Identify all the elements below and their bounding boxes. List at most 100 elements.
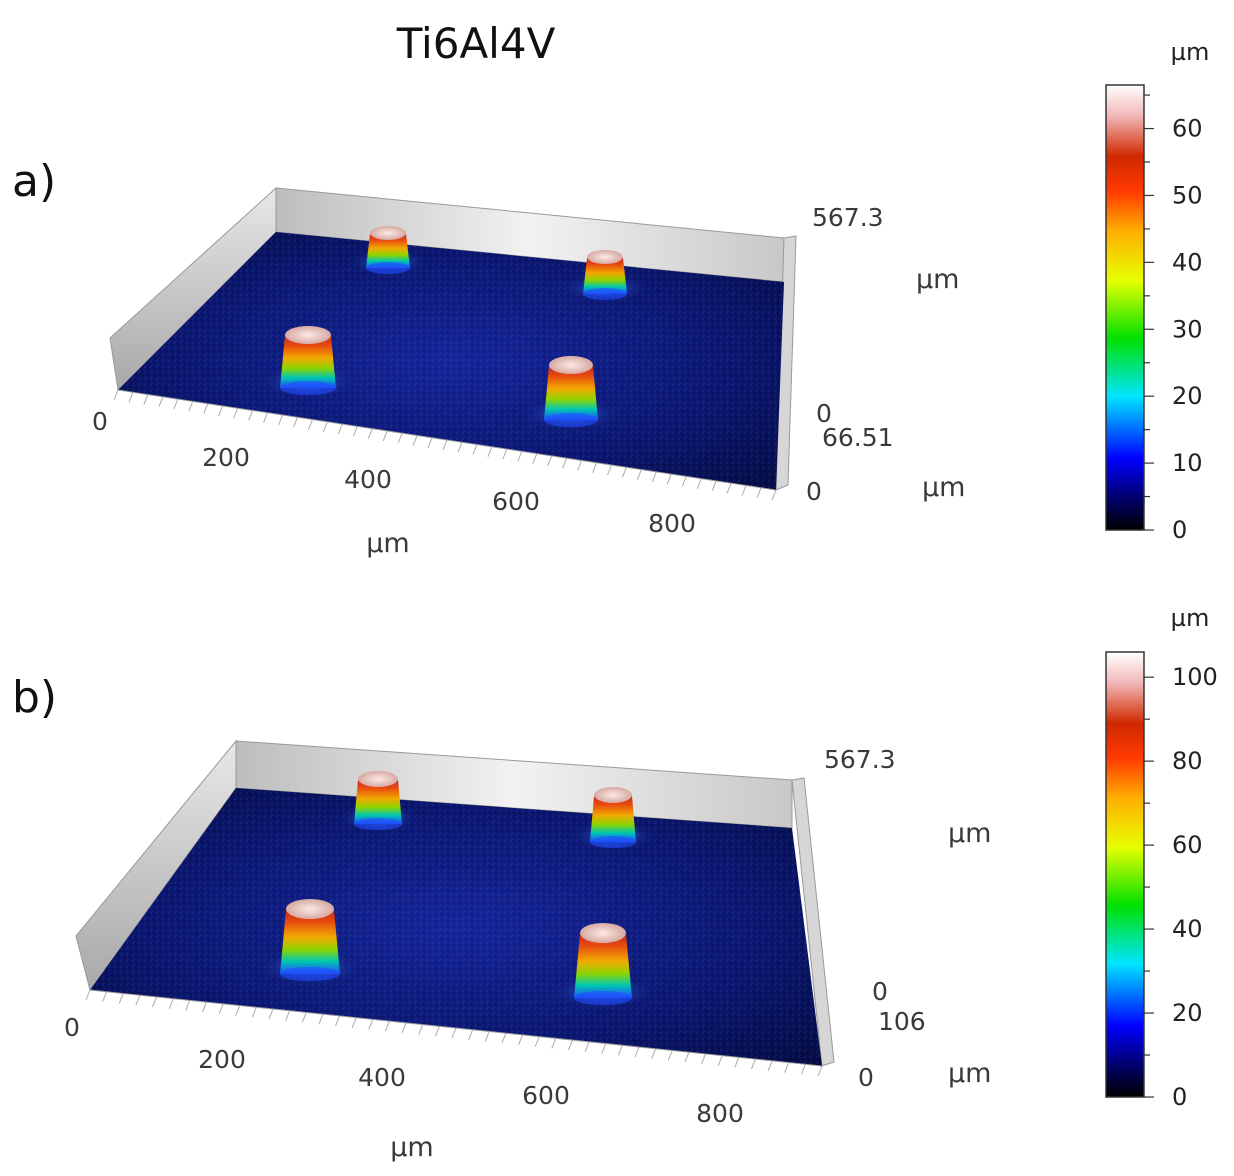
axis-minor-tick	[102, 991, 108, 1002]
panel-b-y-tick-label: 567.3	[824, 745, 896, 774]
axis-minor-tick	[292, 417, 298, 428]
panel-a-y-tick-label: 0	[816, 399, 832, 428]
axis-minor-tick	[418, 1024, 424, 1035]
axis-minor-tick	[562, 457, 568, 469]
panel-b-x-unit: µm	[390, 1132, 433, 1163]
axis-minor-tick	[401, 1022, 407, 1034]
panel-a-x-unit: µm	[366, 528, 409, 559]
panel-b-right-wall	[791, 777, 835, 1067]
panel-b-pillar	[334, 771, 422, 833]
axis-minor-tick	[218, 405, 224, 417]
panel-a-x-tick-label: 400	[344, 465, 392, 494]
axis-minor-tick	[168, 998, 174, 1009]
axis-minor-tick	[352, 426, 358, 437]
axis-minor-tick	[382, 430, 388, 442]
panel-b-x-tick-label: 200	[198, 1045, 246, 1074]
colorbar-tick-label: 0	[1172, 1083, 1187, 1111]
axis-minor-tick	[756, 487, 762, 498]
panel-b-label: b)	[12, 672, 57, 723]
panel-b-pillar	[567, 787, 659, 851]
axis-minor-tick	[681, 476, 687, 487]
figure-title: Ti6Al4V	[396, 19, 556, 68]
axis-minor-tick	[487, 446, 493, 458]
axis-minor-tick	[502, 448, 508, 460]
axis-minor-tick	[634, 1046, 640, 1058]
axis-minor-tick	[601, 1043, 607, 1054]
axis-minor-tick	[800, 1064, 806, 1075]
axis-minor-tick	[233, 407, 239, 419]
panel-b-colorbar-unit: µm	[1171, 604, 1210, 632]
panel-a-x-tick-label: 600	[492, 487, 540, 516]
axis-minor-tick	[113, 389, 119, 401]
axis-minor-tick	[135, 994, 141, 1006]
axis-minor-tick	[771, 489, 777, 501]
axis-minor-tick	[666, 473, 672, 485]
axis-minor-tick	[501, 1032, 507, 1044]
axis-minor-tick	[427, 437, 433, 448]
panel-a-pillar	[256, 326, 360, 399]
axis-minor-tick	[767, 1060, 773, 1072]
axis-minor-tick	[817, 1065, 823, 1077]
colorbar-tick-label: 10	[1172, 449, 1203, 477]
axis-minor-tick	[442, 439, 448, 451]
axis-minor-tick	[592, 462, 598, 473]
axis-minor-tick	[85, 989, 91, 1001]
axis-minor-tick	[397, 432, 403, 444]
axis-minor-tick	[152, 996, 158, 1008]
axis-minor-tick	[185, 1000, 191, 1011]
panel-b-colorbar: µm 0 20 40 60 80 100	[1105, 604, 1218, 1111]
axis-minor-tick	[203, 403, 209, 414]
panel-b-x-tick-label: 400	[358, 1063, 406, 1092]
axis-minor-tick	[621, 467, 627, 478]
panel-b-z-unit: µm	[948, 1058, 991, 1089]
axis-minor-tick	[651, 1048, 657, 1059]
axis-minor-tick	[607, 464, 612, 476]
axis-minor-tick	[118, 993, 124, 1004]
axis-minor-tick	[518, 1034, 524, 1046]
axis-minor-tick	[741, 485, 747, 496]
panel-a-y-unit: µm	[916, 264, 959, 295]
axis-minor-tick	[158, 396, 164, 408]
axis-minor-tick	[318, 1013, 324, 1025]
colorbar-tick-label: 40	[1172, 915, 1203, 943]
panel-b-x-tick-label: 600	[522, 1081, 570, 1110]
panel-a-label: a)	[12, 156, 56, 207]
panel-a-x-tick-label: 800	[648, 509, 696, 538]
axis-minor-tick	[368, 1019, 374, 1030]
panel-a: a)	[12, 38, 1209, 559]
axis-minor-tick	[278, 414, 283, 426]
axis-minor-tick	[301, 1012, 307, 1023]
axis-minor-tick	[534, 1036, 540, 1047]
axis-minor-tick	[684, 1051, 690, 1063]
axis-minor-tick	[750, 1058, 756, 1070]
axis-minor-tick	[484, 1031, 490, 1042]
axis-minor-tick	[201, 1001, 207, 1013]
axis-minor-tick	[251, 1007, 257, 1018]
panel-b-pillar	[547, 923, 659, 1010]
axis-minor-tick	[434, 1026, 440, 1037]
axis-minor-tick	[235, 1005, 241, 1016]
panel-b-y-unit: µm	[948, 818, 991, 849]
colorbar-tick-label: 80	[1172, 747, 1203, 775]
axis-minor-tick	[451, 1027, 457, 1039]
axis-minor-tick	[337, 423, 343, 435]
axis-minor-tick	[367, 428, 373, 439]
axis-minor-tick	[517, 451, 523, 462]
axis-minor-tick	[726, 482, 732, 494]
axis-minor-tick	[218, 1003, 224, 1015]
axis-minor-tick	[717, 1055, 723, 1066]
axis-minor-tick	[617, 1045, 623, 1056]
panel-a-pillar	[559, 250, 651, 303]
panel-a-z-tick-label: 0	[806, 477, 822, 506]
axis-minor-tick	[143, 394, 149, 405]
panel-b-z-tick-label: 0	[858, 1063, 874, 1092]
axis-minor-tick	[248, 410, 254, 421]
colorbar-tick-label: 40	[1172, 248, 1203, 276]
colorbar-tick-label: 20	[1172, 999, 1203, 1027]
axis-minor-tick	[263, 412, 269, 423]
colorbar-tick-label: 60	[1172, 831, 1203, 859]
axis-minor-tick	[584, 1041, 590, 1053]
axis-minor-tick	[711, 480, 717, 492]
axis-minor-tick	[472, 444, 478, 455]
colorbar-tick-label: 60	[1172, 115, 1203, 143]
